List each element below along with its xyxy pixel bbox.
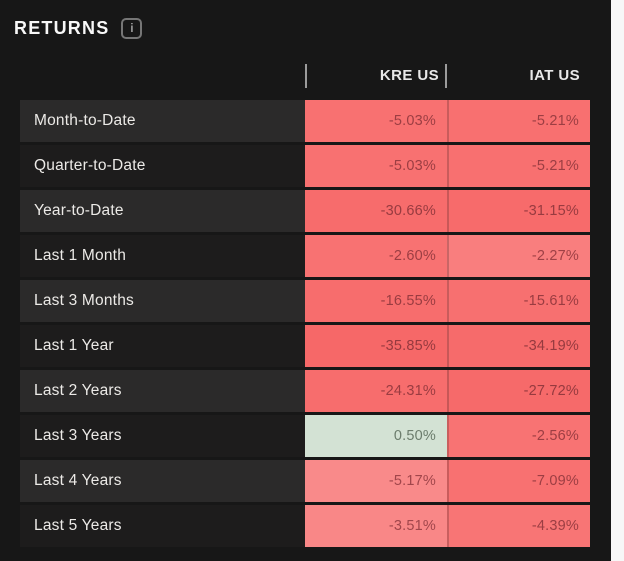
row-period-label: Last 3 Years bbox=[20, 415, 305, 457]
row-period-label: Last 1 Year bbox=[20, 325, 305, 367]
table-row: Last 5 Years -3.51% -4.39% bbox=[20, 505, 590, 547]
widget-header: RETURNS i bbox=[0, 0, 624, 45]
return-value-cell: -7.09% bbox=[447, 460, 590, 502]
table-header-row: KRE US IAT US bbox=[20, 51, 590, 100]
info-icon[interactable]: i bbox=[121, 17, 143, 39]
row-period-label: Last 5 Years bbox=[20, 505, 305, 547]
return-value-cell: -24.31% bbox=[305, 370, 447, 412]
row-period-label: Last 1 Month bbox=[20, 235, 305, 277]
return-value-cell: -34.19% bbox=[447, 325, 590, 367]
column-header-kre[interactable]: KRE US bbox=[305, 63, 447, 88]
return-value-cell: -31.15% bbox=[447, 190, 590, 232]
row-period-label: Last 3 Months bbox=[20, 280, 305, 322]
return-value-cell: 0.50% bbox=[305, 415, 447, 457]
return-value-cell: -2.27% bbox=[447, 235, 590, 277]
column-header-iat[interactable]: IAT US bbox=[447, 67, 590, 84]
row-period-label: Last 2 Years bbox=[20, 370, 305, 412]
row-period-label: Month-to-Date bbox=[20, 100, 305, 142]
row-period-label: Quarter-to-Date bbox=[20, 145, 305, 187]
return-value-cell: -5.17% bbox=[305, 460, 447, 502]
column-separator-bar bbox=[445, 63, 447, 88]
table-row: Last 1 Month -2.60% -2.27% bbox=[20, 235, 590, 277]
return-value-cell: -30.66% bbox=[305, 190, 447, 232]
table-row: Last 4 Years -5.17% -7.09% bbox=[20, 460, 590, 502]
return-value-cell: -5.21% bbox=[447, 100, 590, 142]
column-header-label: KRE US bbox=[379, 67, 439, 84]
column-header-label: IAT US bbox=[529, 67, 580, 84]
table-row: Last 2 Years -24.31% -27.72% bbox=[20, 370, 590, 412]
return-value-cell: -5.21% bbox=[447, 145, 590, 187]
table-row: Last 3 Months -16.55% -15.61% bbox=[20, 280, 590, 322]
table-row: Last 3 Years 0.50% -2.56% bbox=[20, 415, 590, 457]
page-edge-strip bbox=[611, 0, 624, 561]
table-row: Month-to-Date -5.03% -5.21% bbox=[20, 100, 590, 142]
table-row: Last 1 Year -35.85% -34.19% bbox=[20, 325, 590, 367]
table-row: Quarter-to-Date -5.03% -5.21% bbox=[20, 145, 590, 187]
return-value-cell: -16.55% bbox=[305, 280, 447, 322]
row-period-label: Year-to-Date bbox=[20, 190, 305, 232]
row-period-label: Last 4 Years bbox=[20, 460, 305, 502]
page-title: RETURNS bbox=[14, 17, 110, 38]
info-icon-glyph: i bbox=[130, 21, 134, 35]
return-value-cell: -15.61% bbox=[447, 280, 590, 322]
return-value-cell: -4.39% bbox=[447, 505, 590, 547]
table-body: Month-to-Date -5.03% -5.21% Quarter-to-Date… bbox=[20, 100, 590, 547]
return-value-cell: -3.51% bbox=[305, 505, 447, 547]
return-value-cell: -2.60% bbox=[305, 235, 447, 277]
column-separator-bar bbox=[305, 63, 307, 88]
return-value-cell: -27.72% bbox=[447, 370, 590, 412]
return-value-cell: -35.85% bbox=[305, 325, 447, 367]
table-row: Year-to-Date -30.66% -31.15% bbox=[20, 190, 590, 232]
returns-table: KRE US IAT US Month-to-Date -5.03% -5.21% Q… bbox=[20, 51, 590, 547]
return-value-cell: -5.03% bbox=[305, 100, 447, 142]
return-value-cell: -5.03% bbox=[305, 145, 447, 187]
return-value-cell: -2.56% bbox=[447, 415, 590, 457]
